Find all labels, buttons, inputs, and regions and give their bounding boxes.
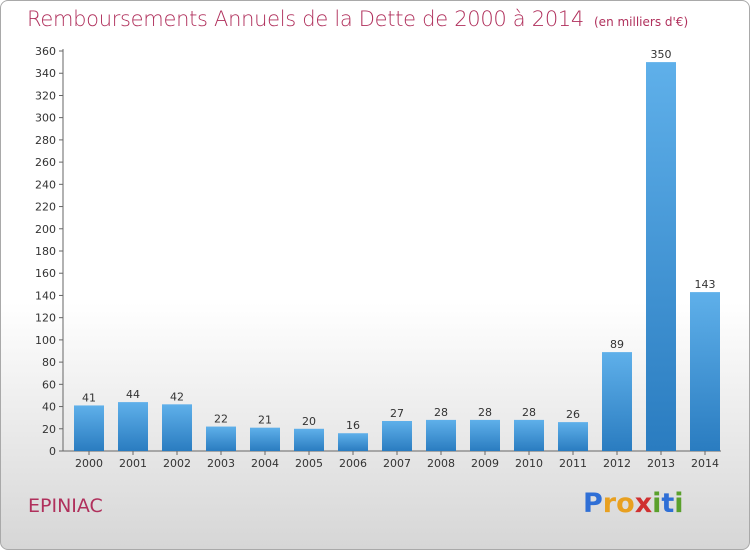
bar: [602, 352, 632, 451]
bar-value-label: 22: [214, 413, 228, 426]
chart-title-main: Remboursements Annuels de la Dette de 20…: [27, 7, 584, 31]
logo-letter: P: [583, 488, 603, 519]
bar-value-label: 27: [390, 407, 404, 420]
y-tick-label: 60: [42, 378, 56, 391]
bar: [250, 427, 280, 451]
bar-value-label: 28: [522, 406, 536, 419]
bar: [690, 292, 720, 451]
x-tick-label: 2006: [339, 457, 367, 470]
y-tick-label: 240: [35, 178, 56, 191]
bar: [206, 426, 236, 451]
y-tick-label: 40: [42, 401, 56, 414]
bar: [558, 422, 588, 451]
y-tick-label: 260: [35, 156, 56, 169]
x-tick-label: 2014: [691, 457, 719, 470]
y-tick-label: 340: [35, 67, 56, 80]
bar-value-label: 16: [346, 419, 360, 432]
bar-value-label: 41: [82, 391, 96, 404]
y-tick-label: 140: [35, 289, 56, 302]
y-tick-label: 20: [42, 423, 56, 436]
bar: [514, 419, 544, 451]
x-tick-label: 2009: [471, 457, 499, 470]
x-tick-label: 2007: [383, 457, 411, 470]
x-tick-label: 2010: [515, 457, 543, 470]
y-tick-label: 220: [35, 201, 56, 214]
bar: [470, 419, 500, 451]
y-tick-label: 100: [35, 334, 56, 347]
bar: [646, 62, 676, 451]
bar: [118, 402, 148, 451]
bar-value-label: 28: [434, 406, 448, 419]
bar: [426, 419, 456, 451]
bar-value-label: 42: [170, 390, 184, 403]
bar-value-label: 350: [651, 48, 672, 61]
y-tick-label: 80: [42, 356, 56, 369]
logo-letter: i: [652, 488, 662, 519]
bar: [338, 433, 368, 451]
chart-title: Remboursements Annuels de la Dette de 20…: [27, 7, 688, 31]
bar-value-label: 26: [566, 408, 580, 421]
x-tick-label: 2000: [75, 457, 103, 470]
bar-value-label: 28: [478, 406, 492, 419]
logo-letter: t: [661, 488, 675, 519]
y-tick-label: 0: [49, 445, 56, 458]
bar-value-label: 44: [126, 388, 140, 401]
x-tick-label: 2012: [603, 457, 631, 470]
proxiti-logo: Proxiti: [583, 488, 684, 519]
y-tick-label: 160: [35, 267, 56, 280]
logo-letter: o: [616, 488, 635, 519]
logo-letter: x: [634, 488, 653, 519]
x-tick-label: 2003: [207, 457, 235, 470]
bar: [294, 428, 324, 451]
x-tick-label: 2001: [119, 457, 147, 470]
bar-value-label: 89: [610, 338, 624, 351]
bar: [162, 404, 192, 451]
x-tick-label: 2004: [251, 457, 279, 470]
place-name: EPINIAC: [28, 495, 103, 517]
logo-letter: i: [674, 488, 684, 519]
chart-title-unit: (en milliers d'€): [594, 15, 689, 29]
bar-value-label: 20: [302, 415, 316, 428]
y-tick-label: 120: [35, 312, 56, 325]
bar-value-label: 21: [258, 414, 272, 427]
y-tick-label: 180: [35, 245, 56, 258]
y-tick-label: 280: [35, 134, 56, 147]
bar-value-label: 143: [695, 278, 716, 291]
x-tick-label: 2013: [647, 457, 675, 470]
y-tick-label: 200: [35, 223, 56, 236]
y-tick-label: 300: [35, 112, 56, 125]
y-tick-label: 320: [35, 89, 56, 102]
x-tick-label: 2002: [163, 457, 191, 470]
x-tick-label: 2005: [295, 457, 323, 470]
bar: [74, 405, 104, 451]
x-tick-label: 2011: [559, 457, 587, 470]
bar: [382, 421, 412, 451]
logo-letter: r: [602, 488, 617, 519]
x-tick-label: 2008: [427, 457, 455, 470]
y-tick-label: 360: [35, 45, 56, 58]
